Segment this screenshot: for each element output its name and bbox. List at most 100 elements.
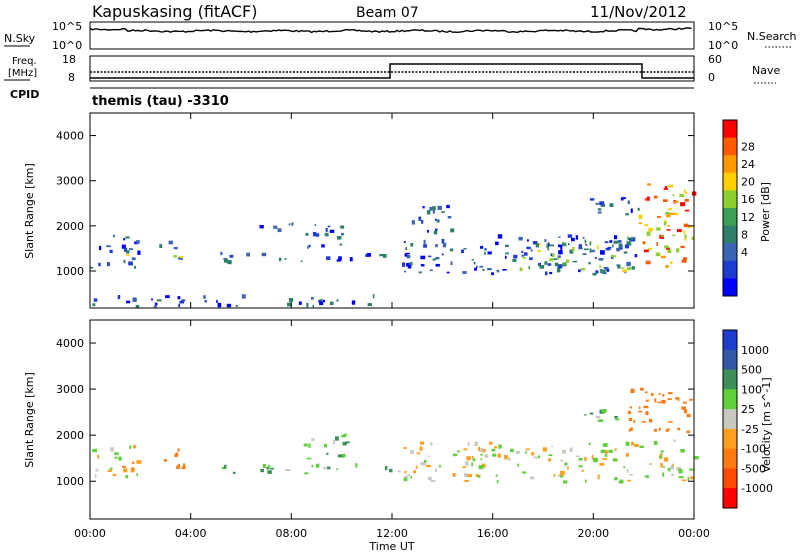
data-cell	[482, 268, 485, 272]
data-cell	[484, 248, 487, 251]
data-cell	[564, 464, 567, 468]
data-cell	[620, 198, 624, 201]
data-cell	[551, 445, 553, 448]
data-cell	[338, 256, 342, 261]
data-cell	[413, 470, 416, 474]
data-cell	[621, 267, 624, 269]
data-cell	[627, 479, 632, 482]
data-cell	[677, 397, 680, 401]
data-cell	[126, 250, 130, 254]
data-cell	[173, 255, 177, 258]
data-cell	[304, 472, 309, 475]
power-colorbar-swatch	[723, 225, 737, 244]
data-cell	[388, 468, 393, 473]
data-cell	[578, 465, 583, 468]
x-tick-label: 04:00	[175, 527, 207, 540]
data-cell	[687, 476, 690, 481]
data-cell	[227, 260, 232, 265]
data-cell	[666, 229, 671, 231]
x-axis-label: Time UT	[368, 540, 414, 553]
data-cell	[128, 261, 133, 266]
data-cell	[515, 451, 520, 454]
data-cell	[670, 212, 675, 215]
data-cell	[547, 458, 552, 462]
data-cell	[133, 445, 137, 449]
power-colorbar: 28 24 20 16 12 8 4	[722, 119, 755, 297]
data-cell	[434, 228, 438, 231]
data-cell	[284, 258, 287, 260]
data-cell	[336, 236, 342, 240]
data-cell	[592, 459, 597, 462]
data-cell	[594, 257, 598, 259]
data-cell	[405, 247, 408, 250]
data-cell	[628, 418, 633, 421]
data-cell	[433, 231, 438, 235]
data-cell	[599, 269, 603, 274]
data-cell	[495, 241, 499, 246]
data-cell	[426, 210, 431, 215]
data-cell	[403, 447, 407, 449]
data-cell	[122, 465, 126, 468]
data-cell	[337, 454, 343, 458]
data-cell	[525, 451, 527, 454]
data-cell	[546, 243, 549, 248]
power-heatmap	[90, 183, 697, 308]
data-cell	[291, 222, 294, 226]
data-cell	[165, 295, 170, 299]
power-y-axis-label: Slant Range [km]	[23, 163, 36, 259]
data-cell	[644, 197, 649, 201]
data-cell	[582, 236, 585, 239]
data-cell	[419, 441, 425, 445]
data-cell	[154, 302, 158, 306]
data-cell	[685, 191, 688, 195]
data-cell	[662, 472, 665, 477]
data-cell	[675, 397, 680, 400]
data-cell	[597, 420, 599, 422]
data-cell	[324, 232, 329, 237]
data-cell	[614, 235, 618, 240]
data-cell	[530, 257, 533, 259]
data-cell	[349, 257, 353, 262]
velocity-colorbar-tick: 25	[741, 403, 755, 416]
data-cell	[420, 255, 426, 260]
power-colorbar-tick: 24	[741, 158, 755, 171]
data-cell	[631, 441, 634, 446]
data-cell	[683, 401, 687, 404]
data-cell	[494, 446, 498, 449]
data-cell	[608, 449, 613, 453]
data-cell	[604, 454, 608, 457]
data-cell	[336, 259, 341, 262]
data-cell	[647, 196, 650, 201]
data-cell	[125, 254, 130, 256]
data-cell	[564, 462, 568, 465]
data-cell	[425, 464, 431, 468]
data-cell	[418, 271, 422, 274]
data-cell	[660, 463, 663, 468]
data-cell	[648, 227, 654, 232]
time-axis: 00:00 04:00 08:00 12:00 16:00 20:00 00:00	[74, 113, 710, 540]
data-cell	[595, 202, 599, 205]
data-cell	[336, 468, 338, 471]
data-cell	[685, 410, 687, 414]
data-cell	[435, 468, 437, 472]
data-cell	[132, 467, 135, 470]
power-colorbar-tick: 16	[741, 193, 755, 206]
data-cell	[553, 473, 556, 477]
data-cell	[597, 245, 599, 250]
velocity-colorbar-swatch	[723, 389, 737, 410]
data-cell	[522, 471, 527, 474]
data-cell	[584, 248, 589, 251]
data-cell	[584, 479, 587, 483]
data-cell	[620, 243, 623, 248]
data-cell	[316, 463, 320, 468]
data-cell	[307, 245, 309, 249]
data-cell	[441, 253, 444, 256]
data-cell	[563, 480, 568, 484]
data-cell	[481, 448, 486, 453]
data-cell	[410, 243, 414, 247]
data-cell	[178, 256, 183, 260]
data-cell	[686, 430, 691, 434]
data-cell	[92, 303, 96, 307]
data-cell	[548, 454, 553, 456]
data-cell	[407, 264, 412, 269]
